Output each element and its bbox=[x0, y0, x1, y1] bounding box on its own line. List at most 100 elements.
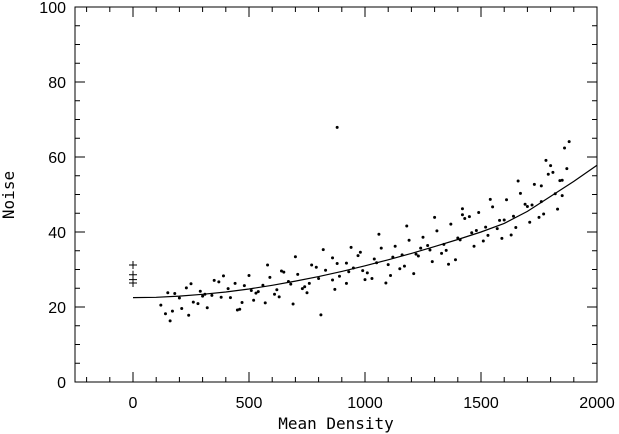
data-point bbox=[542, 212, 546, 216]
data-point bbox=[405, 224, 409, 228]
data-point bbox=[486, 233, 490, 237]
data-point bbox=[219, 295, 223, 299]
data-point bbox=[460, 207, 464, 211]
data-point bbox=[523, 202, 527, 206]
data-point bbox=[433, 215, 437, 219]
data-point bbox=[228, 296, 232, 300]
data-point bbox=[266, 263, 270, 267]
data-point bbox=[377, 232, 381, 236]
data-point bbox=[282, 270, 286, 274]
data-point bbox=[449, 222, 453, 226]
data-point bbox=[491, 205, 495, 209]
data-point bbox=[389, 274, 393, 277]
data-point bbox=[263, 301, 267, 305]
data-point bbox=[212, 278, 216, 282]
data-point bbox=[447, 262, 451, 266]
data-point bbox=[365, 271, 369, 275]
y-tick-label: 20 bbox=[48, 300, 66, 317]
data-point bbox=[238, 307, 242, 311]
data-point bbox=[532, 182, 536, 186]
data-point bbox=[173, 292, 177, 295]
data-point bbox=[166, 291, 170, 295]
data-point bbox=[407, 238, 411, 242]
data-point bbox=[349, 245, 353, 249]
data-point bbox=[379, 246, 383, 250]
data-point bbox=[549, 164, 553, 168]
data-point bbox=[247, 274, 251, 277]
data-point bbox=[344, 281, 348, 285]
data-point bbox=[300, 287, 304, 291]
data-point bbox=[398, 267, 402, 271]
data-point bbox=[275, 288, 279, 292]
data-point bbox=[426, 244, 430, 247]
x-axis-label: Mean Density bbox=[278, 414, 394, 433]
data-point bbox=[560, 178, 564, 182]
data-point bbox=[335, 262, 339, 265]
data-point bbox=[419, 246, 423, 250]
data-point bbox=[337, 274, 341, 278]
data-point bbox=[440, 251, 444, 255]
data-point bbox=[314, 265, 318, 269]
cross-marker bbox=[129, 279, 137, 287]
data-point bbox=[558, 179, 562, 183]
data-point bbox=[556, 207, 560, 211]
data-point bbox=[187, 313, 191, 317]
y-tick-label: 60 bbox=[48, 150, 66, 167]
x-tick-label: 2000 bbox=[579, 395, 615, 412]
x-tick-label: 1500 bbox=[463, 395, 499, 412]
data-point bbox=[324, 268, 328, 272]
data-point bbox=[428, 248, 432, 252]
data-point bbox=[291, 302, 295, 306]
data-point bbox=[402, 264, 406, 268]
data-point bbox=[560, 194, 564, 198]
data-point bbox=[191, 300, 195, 304]
data-point bbox=[303, 285, 307, 289]
data-point bbox=[384, 281, 388, 285]
y-axis-label: Noise bbox=[0, 171, 18, 219]
data-point bbox=[277, 295, 281, 299]
x-tick-label: 1000 bbox=[347, 395, 383, 412]
data-point bbox=[565, 167, 569, 171]
data-point bbox=[180, 307, 184, 310]
data-point bbox=[481, 239, 485, 243]
data-point bbox=[421, 235, 425, 239]
data-point bbox=[416, 254, 420, 258]
data-point bbox=[331, 256, 335, 260]
data-point bbox=[514, 226, 518, 229]
data-point bbox=[321, 248, 325, 252]
data-point bbox=[184, 286, 188, 290]
data-point bbox=[254, 291, 258, 295]
data-point bbox=[305, 291, 309, 295]
data-point bbox=[516, 179, 520, 183]
data-point bbox=[414, 252, 418, 256]
data-point bbox=[509, 233, 513, 237]
data-point bbox=[361, 269, 365, 273]
data-point bbox=[505, 198, 509, 202]
data-point bbox=[551, 170, 555, 174]
data-point bbox=[159, 303, 163, 307]
x-tick-label: 0 bbox=[129, 395, 138, 412]
data-point bbox=[240, 301, 244, 304]
data-point bbox=[484, 225, 488, 229]
data-point bbox=[453, 258, 457, 262]
data-point bbox=[256, 290, 260, 294]
data-point bbox=[537, 215, 541, 219]
data-point bbox=[201, 294, 205, 298]
data-point bbox=[567, 140, 571, 144]
data-point bbox=[217, 280, 221, 284]
data-point bbox=[268, 275, 272, 279]
data-point bbox=[467, 215, 471, 219]
data-point bbox=[356, 254, 360, 258]
data-point bbox=[296, 272, 300, 276]
data-point bbox=[344, 261, 348, 265]
data-point bbox=[502, 218, 506, 222]
data-point bbox=[544, 158, 548, 162]
data-point bbox=[221, 274, 225, 278]
data-point bbox=[386, 263, 390, 267]
data-point bbox=[226, 287, 230, 291]
data-marks bbox=[129, 125, 598, 323]
plot-frame bbox=[74, 6, 598, 383]
data-point bbox=[289, 282, 293, 286]
data-point bbox=[528, 220, 532, 224]
data-point bbox=[363, 278, 367, 282]
